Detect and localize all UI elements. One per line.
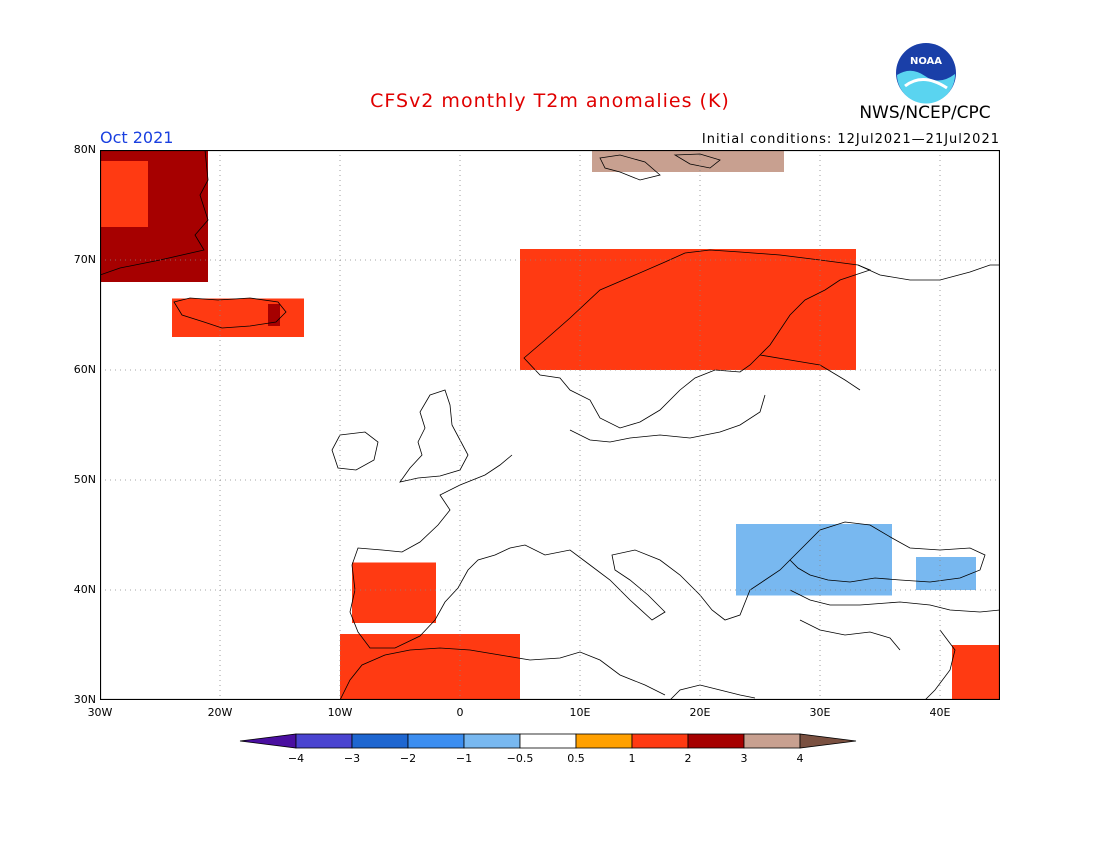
latitude-label: 60N bbox=[73, 363, 96, 376]
forecast-month: Oct 2021 bbox=[100, 128, 174, 147]
colorbar-segment bbox=[687, 733, 745, 749]
colorbar-label: 3 bbox=[740, 752, 748, 765]
anomaly-cell bbox=[916, 557, 976, 590]
longitude-label: 10E bbox=[569, 706, 591, 719]
map-border bbox=[100, 150, 1000, 700]
noaa-logo: NOAA bbox=[895, 42, 957, 108]
logo-text: NOAA bbox=[910, 56, 942, 67]
anomaly-map bbox=[100, 150, 1000, 700]
colorbar-segment bbox=[295, 733, 353, 749]
latitude-label: 30N bbox=[73, 693, 96, 706]
latitude-label: 70N bbox=[73, 253, 96, 266]
colorbar-label: 4 bbox=[796, 752, 804, 765]
anomaly-cell bbox=[352, 562, 436, 623]
map-grid bbox=[100, 150, 1000, 700]
colorbar-label: 2 bbox=[684, 752, 692, 765]
map-title: CFSv2 monthly T2m anomalies (K) bbox=[370, 90, 730, 112]
longitude-label: 10W bbox=[327, 706, 353, 719]
colorbar-segment bbox=[351, 733, 409, 749]
colorbar-label: −4 bbox=[287, 752, 305, 765]
colorbar-segment bbox=[743, 733, 801, 749]
colorbar-label: −1 bbox=[455, 752, 473, 765]
latitude-label: 80N bbox=[73, 143, 96, 156]
agency-label: NWS/NCEP/CPC bbox=[859, 103, 991, 123]
colorbar-segment bbox=[631, 733, 689, 749]
longitude-label: 20W bbox=[207, 706, 233, 719]
colorbar-segment bbox=[575, 733, 633, 749]
longitude-label: 40E bbox=[929, 706, 951, 719]
latitude-label: 50N bbox=[73, 473, 96, 486]
colorbar-segment bbox=[799, 733, 857, 749]
colorbar-label: −2 bbox=[399, 752, 417, 765]
colorbar-label: 0.5 bbox=[567, 752, 585, 765]
colorbar-segment bbox=[463, 733, 521, 749]
colorbar-segment bbox=[407, 733, 465, 749]
colorbar-label: −3 bbox=[343, 752, 361, 765]
anomaly-cells bbox=[100, 150, 1000, 700]
colorbar-segment bbox=[519, 733, 577, 749]
longitude-label: 20E bbox=[689, 706, 711, 719]
initial-conditions: Initial conditions: 12Jul2021—21Jul2021 bbox=[701, 132, 1000, 147]
anomaly-cell bbox=[520, 249, 856, 370]
anomaly-cell bbox=[736, 524, 892, 596]
anomaly-cell bbox=[340, 634, 520, 700]
anomaly-cell bbox=[172, 298, 304, 337]
longitude-label: 30W bbox=[87, 706, 113, 719]
colorbar-label: 1 bbox=[628, 752, 636, 765]
longitude-label: 0 bbox=[456, 706, 464, 719]
colorbar bbox=[239, 733, 857, 749]
anomaly-cell bbox=[592, 150, 784, 172]
anomaly-cell bbox=[100, 161, 148, 227]
colorbar-segment bbox=[239, 733, 297, 749]
coastlines bbox=[100, 150, 1000, 700]
longitude-label: 30E bbox=[809, 706, 831, 719]
latitude-label: 40N bbox=[73, 583, 96, 596]
anomaly-cell bbox=[952, 645, 1000, 700]
colorbar-label: −0.5 bbox=[506, 752, 534, 765]
